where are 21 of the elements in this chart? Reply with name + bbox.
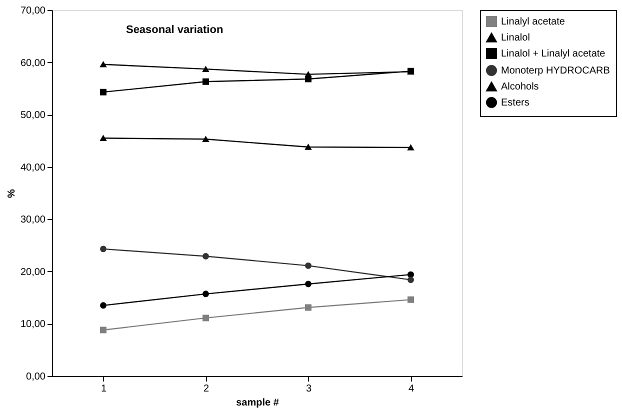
y-tick-label: 30,00	[20, 214, 46, 226]
x-tick-label: 1	[100, 384, 107, 394]
y-axis-title: %	[6, 188, 18, 198]
legend-label: Linalol + Linalyl acetate	[501, 48, 606, 60]
x-tick-label: 2	[203, 384, 210, 394]
y-tick-label: 40,00	[20, 162, 46, 174]
legend-label: Linalyl acetate	[501, 16, 566, 28]
y-tick-label: 10,00	[20, 319, 46, 330]
legend-label: Esters	[501, 98, 530, 108]
y-tick-label: 60,00	[20, 58, 46, 69]
x-tick-label: 3	[306, 384, 312, 394]
x-axis-title: sample #	[236, 398, 280, 408]
x-tick-label: 4	[408, 384, 414, 394]
y-tick-label: 50,00	[20, 110, 46, 122]
y-tick-label: 0,00	[26, 372, 46, 382]
legend-label: Monoterp HYDROCARB	[501, 66, 610, 76]
legend-label: Linalol	[501, 32, 530, 44]
y-tick-label: 20,00	[20, 266, 46, 278]
legend-label: Alcohols	[501, 82, 539, 92]
y-tick-label: 70,00	[20, 6, 46, 16]
text: Seasonal variation	[126, 24, 224, 36]
